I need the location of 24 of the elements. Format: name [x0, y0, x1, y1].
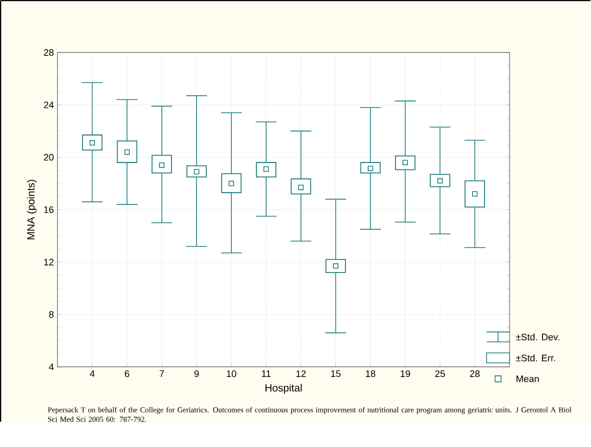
- text: ±Std. Err.: [516, 354, 556, 362]
- x-tick-label: 28: [470, 370, 480, 378]
- x-tick-label: 15: [331, 370, 341, 378]
- y-tick-label: 24: [44, 102, 54, 108]
- y-tick-label: 4: [48, 364, 54, 370]
- x-tick-label: 18: [366, 370, 376, 378]
- x-tick-label: 12: [296, 370, 306, 378]
- x-tick-label: 9: [194, 370, 199, 378]
- y-axis-title: MNA (points): [26, 180, 37, 240]
- x-tick-label: 7: [160, 370, 164, 378]
- x-tick-label: 10: [226, 370, 236, 378]
- text: Mean: [516, 376, 539, 382]
- x-tick-label: 25: [435, 370, 445, 378]
- x-tick-label: 11: [262, 370, 271, 378]
- x-axis-title: Hospital: [266, 384, 302, 394]
- y-tick-label: 16: [44, 206, 54, 214]
- x-tick-label: 4: [90, 370, 95, 378]
- y-tick-label: 28: [44, 49, 54, 56]
- y-tick-label: 12: [44, 258, 54, 266]
- x-tick-label: 19: [400, 370, 410, 378]
- text: ±Std. Dev.: [516, 334, 560, 341]
- y-tick-label: 20: [44, 154, 54, 161]
- y-tick-label: 8: [49, 311, 54, 318]
- x-tick-label: 6: [124, 370, 130, 378]
